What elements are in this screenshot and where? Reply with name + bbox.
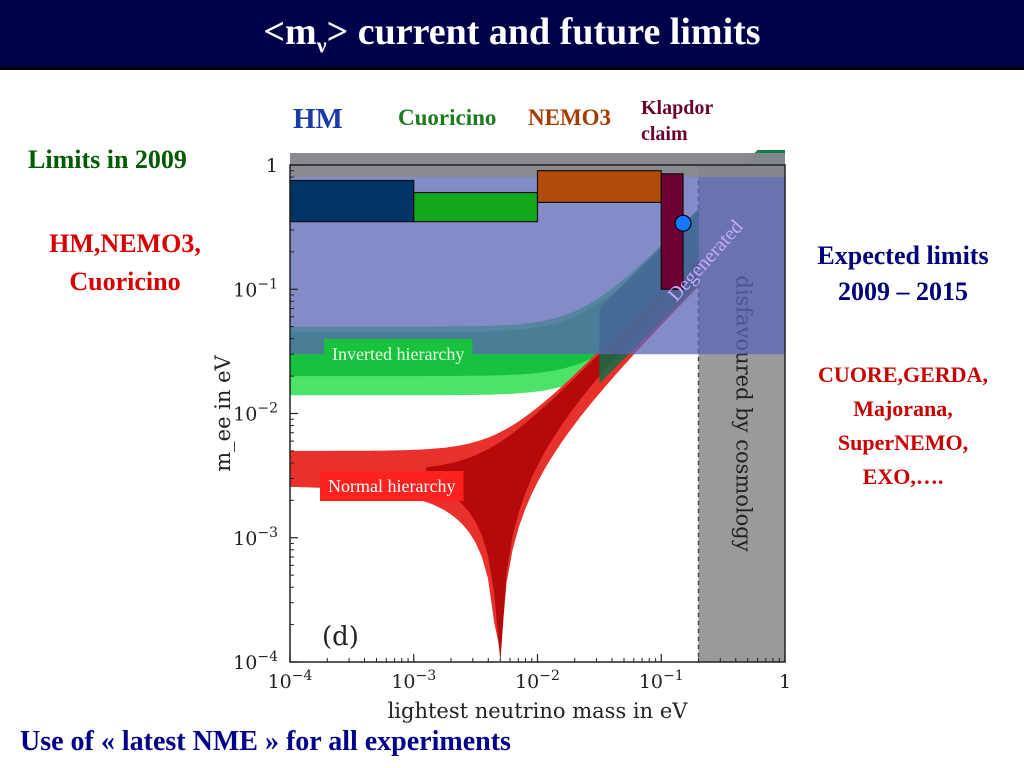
normal-hierarchy-label-text: Normal hierarchy: [328, 476, 455, 496]
y-tick-label: 1: [266, 155, 278, 177]
slide-title: <mν> current and future limits: [0, 10, 1024, 59]
x-tick-base: 10: [391, 671, 415, 693]
x-tick-label: 10−1: [639, 668, 684, 693]
footer-note: Use of « latest NME » for all experiment…: [20, 726, 511, 757]
y-tick-base: 10: [233, 528, 257, 550]
x-tick-label: 10−4: [268, 668, 313, 693]
current-list-line2: Cuoricino: [69, 267, 181, 296]
x-tick-base: 1: [779, 671, 791, 693]
x-tick-base: 10: [268, 671, 292, 693]
expected-line1: Expected limits: [817, 241, 989, 270]
y-axis-label: m_ee in eV: [211, 354, 235, 471]
x-tick-exp: −1: [663, 668, 684, 684]
future-line4: EXO,….: [862, 464, 944, 489]
future-line3: SuperNEMO,: [837, 430, 969, 455]
y-tick-exp: −4: [257, 649, 278, 665]
y-tick-base: 10: [233, 652, 257, 674]
current-experiments-list: HM,NEMO3, Cuoricino: [20, 225, 230, 301]
title-rest: > current and future limits: [326, 11, 761, 53]
x-tick-label: 1: [779, 671, 791, 693]
x-tick-base: 10: [515, 671, 539, 693]
y-tick-label: 10−3: [233, 525, 278, 550]
klapdor-best-fit-point: [674, 214, 692, 232]
y-tick-label: 10−4: [233, 649, 278, 674]
current-list-line1: HM,NEMO3,: [49, 229, 201, 258]
x-tick-label: 10−3: [391, 668, 436, 693]
title-main: <m: [263, 11, 317, 53]
hm-label: HM: [293, 103, 343, 135]
normal-hierarchy-band-outer: [290, 165, 785, 653]
limit-box-cuoricino: [413, 191, 539, 223]
y-tick-base: 10: [233, 279, 257, 301]
title-bar: [0, 0, 1024, 70]
expected-limits-heading: Expected limits 2009 – 2015: [788, 238, 1018, 310]
future-line1: CUORE,GERDA,: [818, 362, 988, 387]
x-tick-base: 10: [639, 671, 663, 693]
mee-chart: disfavoured by cosmology Inverted hierar…: [211, 150, 791, 723]
future-experiments-list: CUORE,GERDA, Majorana, SuperNEMO, EXO,….: [788, 358, 1018, 494]
y-tick-label: 10−2: [233, 401, 278, 426]
x-tick-exp: −4: [292, 668, 313, 684]
y-tick-exp: −3: [257, 525, 278, 541]
title-subscript: ν: [316, 32, 327, 58]
chart-axes: 10−4 10−3 10−2 10−1 1110−110−210−310−4lighte…: [211, 155, 791, 723]
inverted-hierarchy-label-text: Inverted hierarchy: [332, 344, 464, 364]
nemo3-label: NEMO3: [528, 105, 612, 130]
x-axis-label: lightest neutrino mass in eV: [388, 699, 689, 723]
klapdor-label-line1: Klapdor: [641, 97, 714, 119]
cuoricino-label: Cuoricino: [398, 105, 497, 130]
panel-label: (d): [322, 622, 359, 652]
y-tick-exp: −1: [257, 276, 278, 292]
klapdor-label-line2: claim: [641, 123, 688, 145]
limit-box-hm: [289, 179, 415, 223]
y-tick-label: 10−1: [233, 276, 278, 301]
inverted-hierarchy-label-bg: [324, 339, 473, 369]
normal-hierarchy-label: Normal hierarchy: [320, 471, 464, 501]
y-tick-base: 1: [266, 155, 278, 177]
klapdor-label: Klapdor claim: [641, 95, 761, 147]
limits-2009-heading: Limits in 2009: [28, 145, 187, 174]
inverted-hierarchy-label: Inverted hierarchy: [324, 339, 473, 369]
y-tick-exp: −2: [257, 401, 278, 417]
y-tick-base: 10: [233, 404, 257, 426]
limit-box-nemo3: [536, 170, 662, 204]
normal-hierarchy-label-bg: [320, 471, 464, 501]
x-tick-exp: −3: [416, 668, 437, 684]
x-tick-label: 10−2: [515, 668, 560, 693]
x-tick-exp: −2: [539, 668, 560, 684]
expected-line2: 2009 – 2015: [838, 277, 968, 306]
future-line2: Majorana,: [853, 396, 953, 421]
